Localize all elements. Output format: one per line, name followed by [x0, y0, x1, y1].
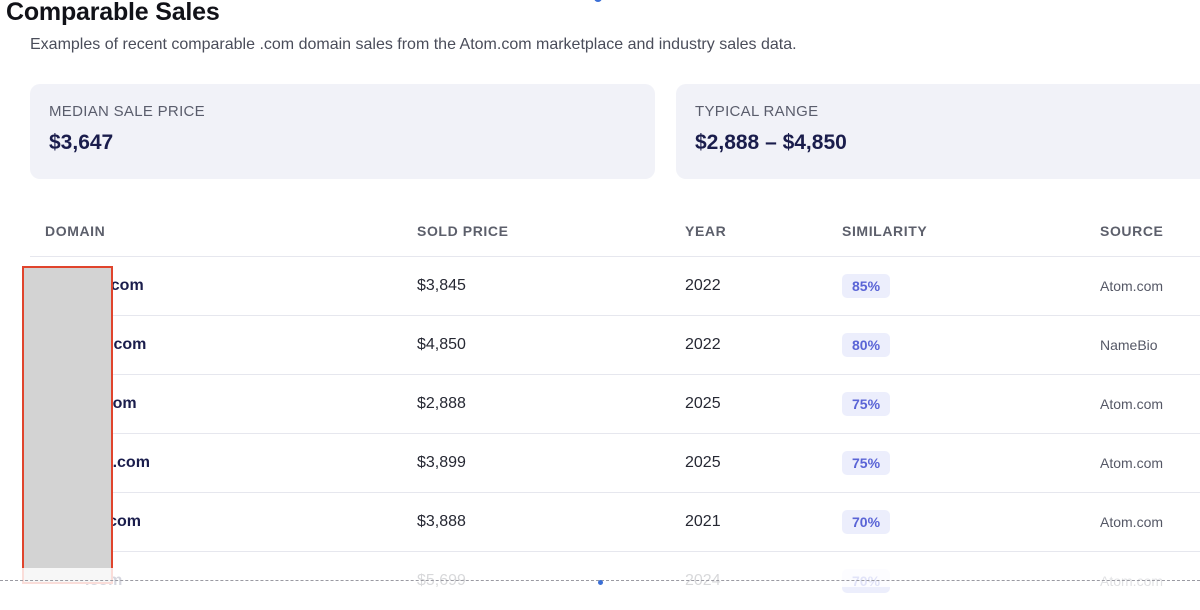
median-price-label: MEDIAN SALE PRICE [49, 103, 205, 120]
table-row: der.com $4,850 2022 80% NameBio [30, 316, 1200, 375]
sold-price-cell: $3,888 [417, 493, 685, 552]
top-indicator-dot [594, 0, 602, 2]
year-cell: 2022 [685, 316, 842, 375]
typical-range-card: TYPICAL RANGE $2,888 – $4,850 [676, 84, 1200, 179]
source-cell: Atom.com [1100, 375, 1200, 434]
source-cell: Atom.com [1100, 434, 1200, 493]
column-header-domain: DOMAIN [30, 205, 417, 257]
similarity-cell: 75% [842, 375, 1100, 434]
column-header-sold-price: SOLD PRICE [417, 205, 685, 257]
similarity-badge: 75% [842, 451, 890, 475]
similarity-badge: 75% [842, 392, 890, 416]
year-cell: 2021 [685, 493, 842, 552]
typical-range-label: TYPICAL RANGE [695, 103, 818, 120]
median-price-card: MEDIAN SALE PRICE $3,647 [30, 84, 655, 179]
sold-price-cell: $4,850 [417, 316, 685, 375]
typical-range-value: $2,888 – $4,850 [695, 131, 847, 155]
table-row: ko.com $3,888 2021 70% Atom.com [30, 493, 1200, 552]
similarity-badge: 85% [842, 274, 890, 298]
similarity-cell: 70% [842, 493, 1100, 552]
table-row: rth.com $3,845 2022 85% Atom.com [30, 257, 1200, 316]
redaction-box [22, 266, 113, 584]
sold-price-cell: $2,888 [417, 375, 685, 434]
sold-price-cell: $3,845 [417, 257, 685, 316]
column-header-similarity: SIMILARITY [842, 205, 1100, 257]
section-title: Comparable Sales [6, 0, 220, 27]
table-row: nes.com $3,899 2025 75% Atom.com [30, 434, 1200, 493]
year-cell: 2025 [685, 434, 842, 493]
source-cell: Atom.com [1100, 493, 1200, 552]
median-price-value: $3,647 [49, 131, 113, 155]
year-cell: 2022 [685, 257, 842, 316]
year-cell: 2025 [685, 375, 842, 434]
table-row: ta.com $2,888 2025 75% Atom.com [30, 375, 1200, 434]
similarity-badge: 70% [842, 510, 890, 534]
column-header-year: YEAR [685, 205, 842, 257]
source-cell: NameBio [1100, 316, 1200, 375]
similarity-cell: 80% [842, 316, 1100, 375]
section-subtitle: Examples of recent comparable .com domai… [30, 36, 797, 54]
similarity-cell: 75% [842, 434, 1100, 493]
table-header-row: DOMAIN SOLD PRICE YEAR SIMILARITY SOURCE [30, 205, 1200, 257]
comparable-sales-table: DOMAIN SOLD PRICE YEAR SIMILARITY SOURCE… [30, 205, 1200, 610]
bottom-indicator-dot [598, 580, 603, 585]
source-cell: Atom.com [1100, 257, 1200, 316]
column-header-source: SOURCE [1100, 205, 1200, 257]
similarity-cell: 85% [842, 257, 1100, 316]
sold-price-cell: $3,899 [417, 434, 685, 493]
similarity-badge: 80% [842, 333, 890, 357]
